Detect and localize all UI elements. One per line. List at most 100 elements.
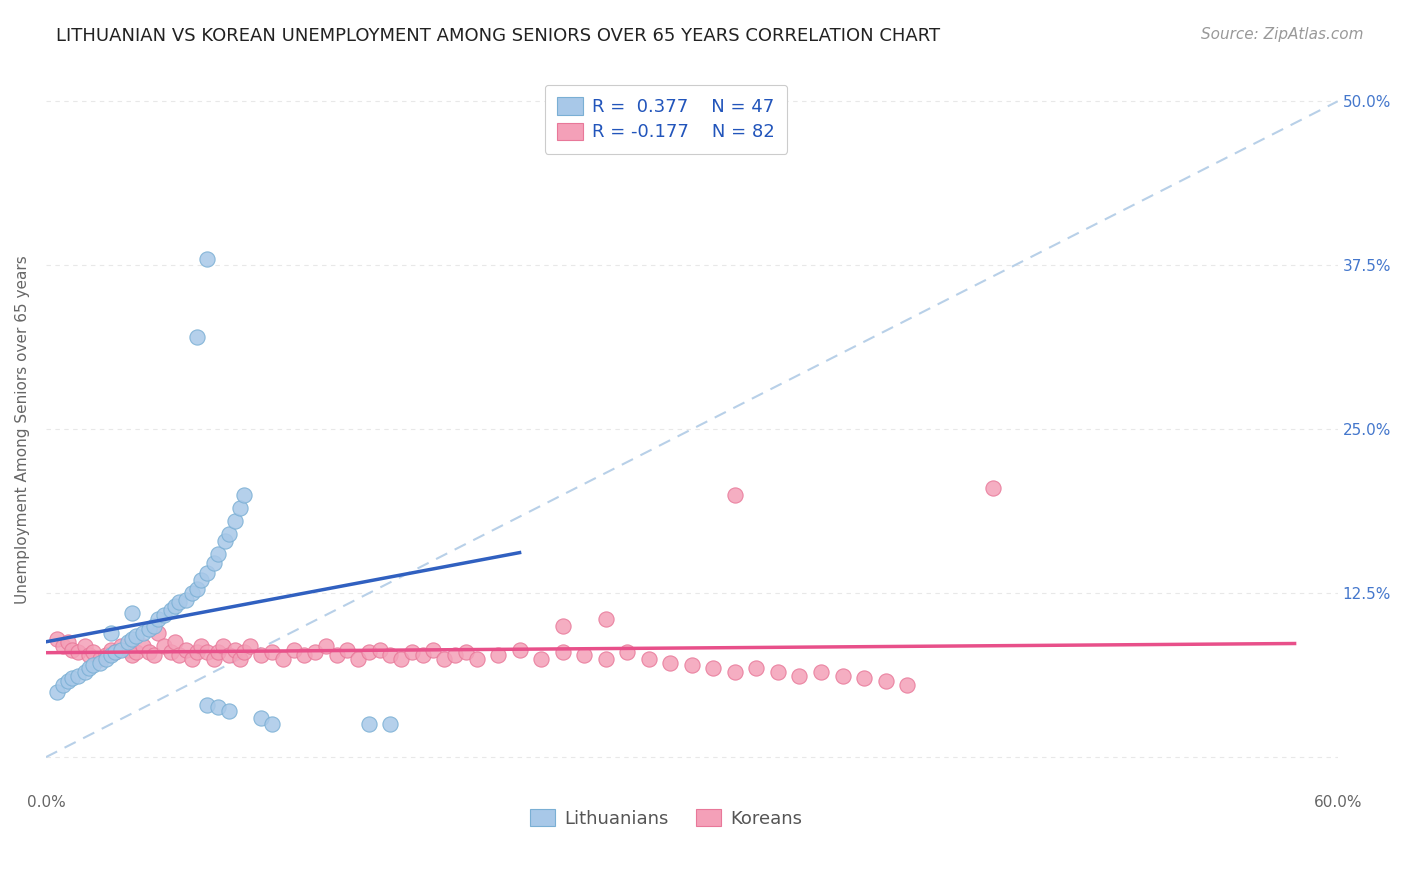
Point — [202, 556, 225, 570]
Point — [174, 642, 197, 657]
Point — [181, 586, 204, 600]
Point — [197, 252, 219, 266]
Point — [169, 595, 191, 609]
Point — [73, 665, 96, 679]
Point — [67, 669, 90, 683]
Point — [60, 672, 83, 686]
Point — [422, 642, 444, 657]
Point — [52, 639, 75, 653]
Point — [224, 642, 246, 657]
Point — [181, 652, 204, 666]
Point — [981, 481, 1004, 495]
Point — [454, 645, 477, 659]
Point — [218, 648, 240, 662]
Point — [67, 645, 90, 659]
Point — [853, 672, 876, 686]
Point — [551, 619, 574, 633]
Point — [96, 648, 118, 662]
Point — [766, 665, 789, 679]
Point — [659, 656, 682, 670]
Point — [260, 717, 283, 731]
Point — [73, 639, 96, 653]
Point — [146, 612, 169, 626]
Point — [228, 652, 250, 666]
Point — [724, 665, 747, 679]
Point — [89, 656, 111, 670]
Point — [138, 645, 160, 659]
Point — [401, 645, 423, 659]
Point — [595, 612, 617, 626]
Point — [146, 625, 169, 640]
Point — [100, 642, 122, 657]
Point — [132, 625, 155, 640]
Point — [160, 645, 183, 659]
Y-axis label: Unemployment Among Seniors over 65 years: Unemployment Among Seniors over 65 years — [15, 255, 30, 604]
Point — [125, 630, 148, 644]
Point — [444, 648, 467, 662]
Point — [169, 648, 191, 662]
Point — [789, 669, 811, 683]
Point — [153, 639, 176, 653]
Point — [165, 599, 187, 614]
Point — [117, 642, 139, 657]
Point — [433, 652, 456, 666]
Point — [197, 698, 219, 712]
Point — [228, 500, 250, 515]
Point — [82, 645, 104, 659]
Point — [224, 514, 246, 528]
Point — [207, 547, 229, 561]
Point — [77, 661, 100, 675]
Point — [202, 652, 225, 666]
Point — [637, 652, 659, 666]
Point — [104, 645, 127, 659]
Point — [530, 652, 553, 666]
Point — [160, 603, 183, 617]
Point — [325, 648, 347, 662]
Point — [125, 645, 148, 659]
Point — [45, 684, 67, 698]
Point — [100, 648, 122, 662]
Point — [207, 700, 229, 714]
Point — [186, 645, 208, 659]
Point — [174, 592, 197, 607]
Point — [551, 645, 574, 659]
Point — [207, 645, 229, 659]
Point — [100, 625, 122, 640]
Point — [486, 648, 509, 662]
Point — [357, 717, 380, 731]
Point — [56, 674, 79, 689]
Point — [260, 645, 283, 659]
Point — [412, 648, 434, 662]
Point — [132, 639, 155, 653]
Point — [186, 330, 208, 344]
Point — [89, 652, 111, 666]
Point — [292, 648, 315, 662]
Point — [218, 527, 240, 541]
Point — [315, 639, 337, 653]
Point — [77, 648, 100, 662]
Point — [60, 642, 83, 657]
Point — [121, 606, 143, 620]
Point — [233, 488, 256, 502]
Point — [616, 645, 638, 659]
Point — [745, 661, 768, 675]
Point — [211, 639, 233, 653]
Point — [304, 645, 326, 659]
Point — [283, 642, 305, 657]
Point — [357, 645, 380, 659]
Text: Source: ZipAtlas.com: Source: ZipAtlas.com — [1201, 27, 1364, 42]
Point — [831, 669, 853, 683]
Point — [45, 632, 67, 646]
Point — [380, 648, 402, 662]
Point — [810, 665, 832, 679]
Point — [121, 632, 143, 646]
Point — [96, 652, 118, 666]
Text: LITHUANIAN VS KOREAN UNEMPLOYMENT AMONG SENIORS OVER 65 YEARS CORRELATION CHART: LITHUANIAN VS KOREAN UNEMPLOYMENT AMONG … — [56, 27, 941, 45]
Point — [389, 652, 412, 666]
Point — [214, 533, 236, 548]
Point — [572, 648, 595, 662]
Point — [186, 582, 208, 597]
Legend: Lithuanians, Koreans: Lithuanians, Koreans — [523, 802, 810, 835]
Point — [56, 634, 79, 648]
Point — [250, 648, 273, 662]
